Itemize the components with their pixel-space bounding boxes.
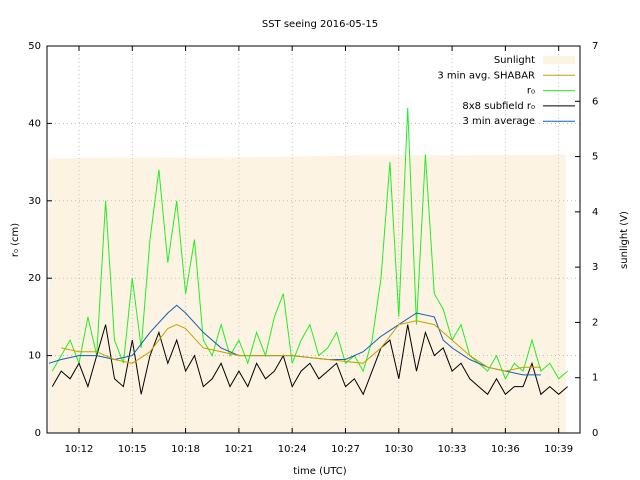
chart-title: SST seeing 2016-05-15 xyxy=(262,19,378,30)
legend-swatch xyxy=(543,56,575,64)
x-tick-label: 10:36 xyxy=(491,444,520,455)
y2-tick-label: 6 xyxy=(592,96,598,107)
x-tick-label: 10:27 xyxy=(331,444,360,455)
sunlight-area xyxy=(48,154,566,434)
x-tick-label: 10:15 xyxy=(118,444,147,455)
plot-frame xyxy=(46,45,581,434)
x-tick-label: 10:21 xyxy=(224,444,253,455)
series-line xyxy=(51,107,568,380)
x-tick-label: 10:33 xyxy=(438,444,467,455)
y-tick-label: 20 xyxy=(28,273,41,284)
legend-label: 3 min avg. SHABAR xyxy=(437,70,535,81)
y2-tick-label: 2 xyxy=(592,317,598,328)
x-tick-label: 10:12 xyxy=(65,444,94,455)
legend-label: Sunlight xyxy=(494,55,535,66)
series-line xyxy=(51,324,568,396)
y2-tick-label: 1 xyxy=(592,373,598,384)
x-axis-label: time (UTC) xyxy=(293,466,346,477)
y-tick-label: 40 xyxy=(28,118,41,129)
y-tick-label: 0 xyxy=(35,428,41,439)
legend-label: 3 min average xyxy=(462,116,535,127)
y2-tick-label: 3 xyxy=(592,262,598,273)
y2-tick-label: 0 xyxy=(592,428,598,439)
x-tick-label: 10:18 xyxy=(171,444,200,455)
x-tick-label: 10:30 xyxy=(384,444,413,455)
y2-tick-label: 7 xyxy=(592,41,598,52)
y2-tick-label: 5 xyxy=(592,152,598,163)
y2-tick-label: 4 xyxy=(592,207,598,218)
y-tick-label: 10 xyxy=(28,351,41,362)
y-axis-label: r₀ (cm) xyxy=(10,223,21,257)
x-tick-label: 10:24 xyxy=(278,444,307,455)
x-tick-label: 10:39 xyxy=(544,444,573,455)
y-tick-label: 30 xyxy=(28,196,41,207)
y2-axis-label: sunlight (V) xyxy=(619,211,630,269)
legend-label: r₀ xyxy=(527,86,535,97)
legend-label: 8x8 subfield r₀ xyxy=(462,101,535,112)
y-tick-label: 50 xyxy=(28,41,41,52)
series-line xyxy=(61,320,541,372)
